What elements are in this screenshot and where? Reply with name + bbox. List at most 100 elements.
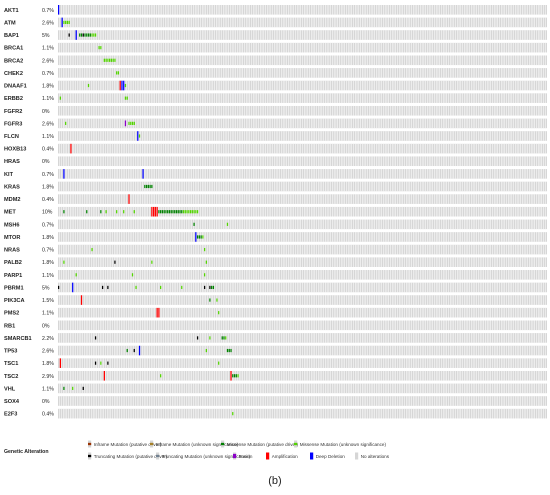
sample-separators xyxy=(59,169,546,179)
sample-separators xyxy=(59,181,546,192)
alteration-missense-unknown xyxy=(63,20,65,25)
alteration-missense-driver xyxy=(100,210,102,214)
alteration-missense-unknown xyxy=(138,134,141,138)
gene-label-atm: ATM xyxy=(4,20,16,26)
alteration-truncating-driver xyxy=(94,361,97,365)
gene-track-chek2 xyxy=(58,68,547,78)
gene-tracks xyxy=(58,5,547,419)
alteration-missense-unknown xyxy=(204,273,206,277)
alteration-missense-driver xyxy=(79,33,81,37)
alteration-missense-unknown xyxy=(133,210,135,214)
gene-track-tsc2 xyxy=(58,370,547,381)
alteration-missense-unknown xyxy=(117,71,120,75)
alteration-missense-driver xyxy=(226,348,229,353)
legend-swatch xyxy=(310,452,314,460)
sample-separators xyxy=(59,270,546,280)
alteration-missense-unknown xyxy=(105,210,107,214)
gene-label-e2f3: E2F3 xyxy=(4,412,17,418)
sample-separators xyxy=(59,320,546,331)
alteration-missense-unknown xyxy=(105,58,107,62)
gene-percent-e2f3: 0.4% xyxy=(42,412,54,418)
legend-swatch xyxy=(156,454,160,458)
legend-item-missense-driver: Missense Mutation (putative driver) xyxy=(221,440,299,448)
alteration-missense-unknown xyxy=(226,222,229,226)
gene-track-parp1 xyxy=(58,270,547,280)
legend-label: Missense Mutation (unknown significance) xyxy=(300,442,387,447)
alteration-missense-unknown xyxy=(114,58,116,62)
alteration-deep-deletion xyxy=(58,5,60,15)
gene-track-mtor xyxy=(58,232,547,242)
alteration-missense-unknown xyxy=(181,285,183,290)
gene-track-pik3ca xyxy=(58,295,547,305)
alteration-truncating-driver xyxy=(82,33,84,37)
gene-percent-fgfr3: 2.6% xyxy=(42,121,54,127)
alteration-truncating-driver xyxy=(107,285,109,290)
alteration-truncating-driver xyxy=(204,285,206,290)
gene-label-vhl: VHL xyxy=(4,386,16,392)
alteration-amplification xyxy=(70,143,72,154)
gene-percent-pbrm1: 5% xyxy=(42,285,50,291)
gene-label-tp53: TP53 xyxy=(4,349,17,355)
alteration-missense-driver xyxy=(230,348,232,353)
gene-percent-rb1: 0% xyxy=(42,323,50,329)
gene-track-bap1 xyxy=(58,30,547,40)
legend-label: Fusion xyxy=(239,454,253,459)
sample-separators xyxy=(59,244,546,255)
legend-swatch-bg xyxy=(355,452,359,460)
sample-separators xyxy=(59,105,546,116)
alteration-amplification xyxy=(103,370,105,381)
alteration-missense-unknown xyxy=(130,121,132,125)
alteration-truncating-driver xyxy=(94,336,97,340)
alteration-missense-unknown xyxy=(124,83,127,88)
gene-track-tsc1 xyxy=(58,358,547,368)
sample-separators xyxy=(59,118,546,129)
gene-percent-chek2: 0.7% xyxy=(42,71,54,77)
alteration-missense-driver xyxy=(174,210,176,214)
gene-label-chek2: CHEK2 xyxy=(4,71,23,77)
alteration-amplification xyxy=(152,206,155,217)
alteration-missense-unknown xyxy=(202,235,204,239)
sample-separators xyxy=(59,307,546,318)
gene-percent-msh6: 0.7% xyxy=(42,222,54,228)
gene-label-dnaaf1: DNAAF1 xyxy=(4,84,27,90)
alteration-deep-deletion xyxy=(61,17,63,28)
gene-percent-brca2: 2.6% xyxy=(42,58,54,64)
gene-percent-smarcb1: 2.2% xyxy=(42,336,54,342)
legend-label: Deep Deletion xyxy=(316,454,346,459)
gene-track-kras xyxy=(58,181,547,192)
alteration-missense-unknown xyxy=(63,260,65,264)
alteration-truncating-driver xyxy=(196,336,199,340)
gene-track-msh6 xyxy=(58,219,547,230)
gene-label-tsc1: TSC1 xyxy=(4,361,18,367)
alteration-truncating-driver xyxy=(114,260,116,264)
alteration-missense-driver xyxy=(89,33,91,37)
alteration-missense-unknown xyxy=(218,311,220,315)
legend-item-truncating-unknown: Truncating Mutation (unknown significanc… xyxy=(156,452,251,460)
legend-swatch xyxy=(88,454,92,458)
alteration-amplification xyxy=(156,307,158,318)
alteration-missense-unknown xyxy=(133,121,135,125)
gene-percent-fgfr2: 0% xyxy=(42,109,50,115)
legend-swatch xyxy=(294,442,298,446)
alteration-deep-deletion xyxy=(75,30,77,40)
gene-track-palb2 xyxy=(58,257,547,267)
alteration-missense-driver xyxy=(221,336,223,340)
alteration-deep-deletion xyxy=(195,232,197,242)
alteration-missense-driver xyxy=(232,374,234,378)
alteration-missense-driver xyxy=(196,235,199,239)
gene-percent-hoxb13: 0.4% xyxy=(42,147,54,153)
alteration-missense-unknown xyxy=(75,273,77,277)
gene-track-rb1 xyxy=(58,320,547,331)
gene-label-akt1: AKT1 xyxy=(4,8,19,14)
gene-percent-dnaaf1: 1.8% xyxy=(42,84,54,90)
gene-track-pbrm1 xyxy=(58,282,547,293)
gene-label-pik3ca: PIK3CA xyxy=(4,298,25,304)
gene-track-mdm2 xyxy=(58,194,547,204)
figure-caption: (b) xyxy=(268,475,281,487)
gene-label-smarcb1: SMARCB1 xyxy=(4,336,32,342)
alteration-missense-driver xyxy=(179,210,181,214)
legend: Genetic Alteration Inframe Mutation (put… xyxy=(4,440,390,460)
legend-item-missense-unknown: Missense Mutation (unknown significance) xyxy=(294,440,387,448)
gene-percent-met: 10% xyxy=(42,210,53,216)
